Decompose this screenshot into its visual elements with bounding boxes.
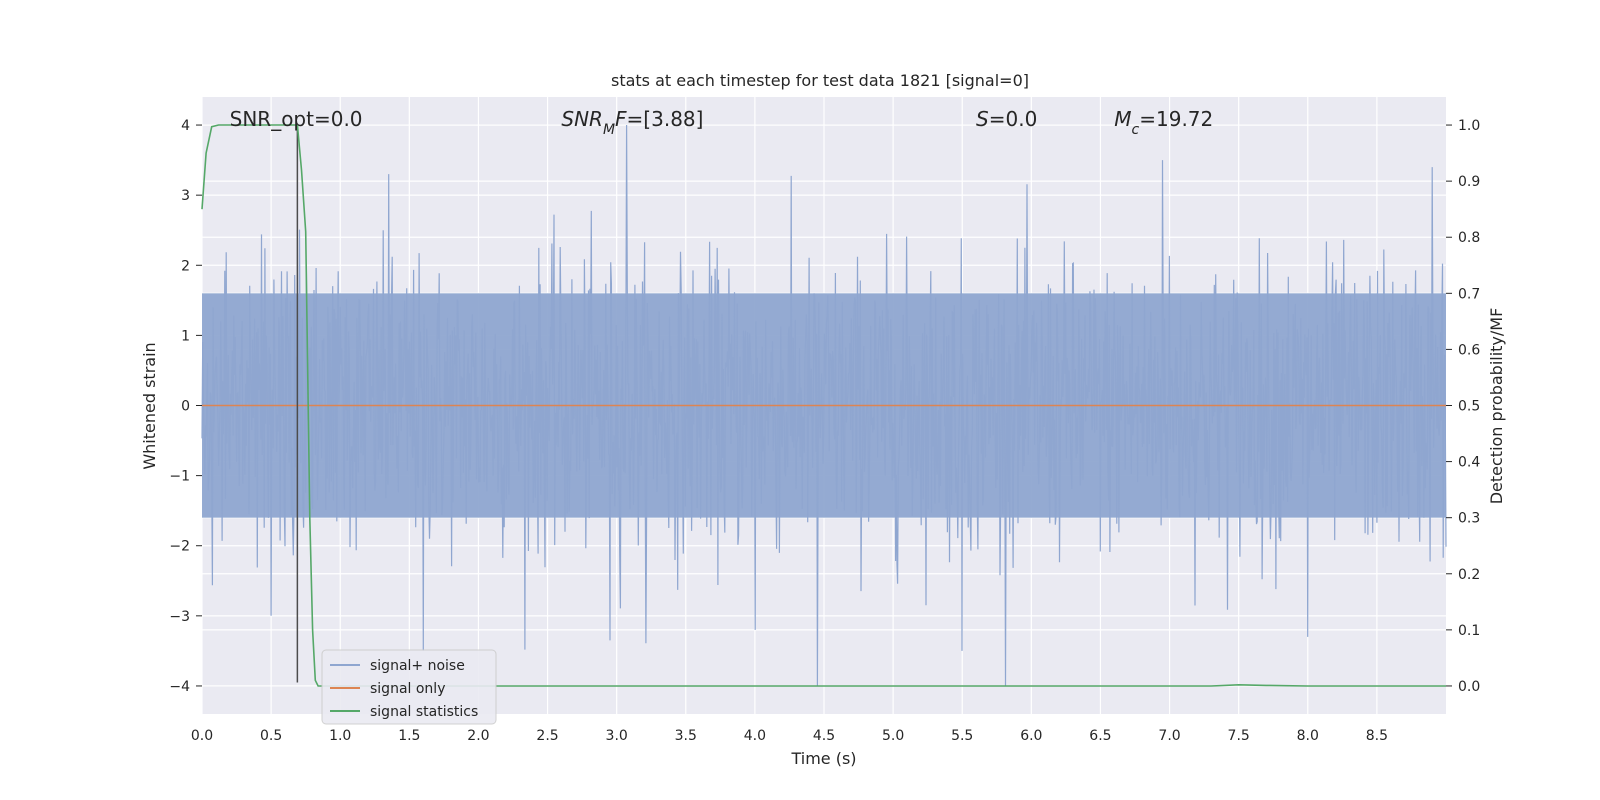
y-tick-label-right: 0.5 (1458, 399, 1480, 415)
annotation-text: SNRMF=[3.88] (561, 107, 703, 138)
x-tick-label: 3.0 (606, 728, 628, 744)
legend-label: signal+ noise (370, 658, 465, 674)
legend: signal+ noise signal only signal statistic… (321, 649, 497, 725)
chart-title: stats at each timestep for test data 182… (611, 71, 1029, 90)
x-tick-label: 0.5 (260, 728, 282, 744)
x-tick-label: 0.0 (191, 728, 213, 744)
x-tick-label: 4.0 (744, 728, 766, 744)
y-tick-label-right: 0.6 (1458, 342, 1480, 358)
y-tick-label-right: 0.9 (1458, 174, 1480, 190)
y-tick-label-right: 1.0 (1458, 118, 1480, 134)
x-axis-label: Time (s) (790, 749, 856, 768)
x-tick-label: 1.0 (329, 728, 351, 744)
x-tick-label: 4.5 (813, 728, 835, 744)
x-tick-label: 2.5 (536, 728, 558, 744)
x-tick-label: 5.5 (951, 728, 973, 744)
x-tick-label: 7.5 (1228, 728, 1250, 744)
y-tick-label-left: 0 (181, 399, 190, 415)
x-tick-label: 8.5 (1366, 728, 1388, 744)
annotation-text: Mc=19.72 (1114, 107, 1213, 138)
y-axis-label-left: Whitened strain (140, 342, 159, 469)
y-tick-label-left: 4 (181, 118, 190, 134)
legend-label: signal only (370, 681, 445, 697)
y-tick-label-left: −1 (169, 469, 190, 485)
annotations: SNR_opt=0.0 SNRMF=[3.88] S=0.0 Mc=19.72 (230, 107, 1214, 138)
x-tick-label: 5.0 (882, 728, 904, 744)
x-tick-label: 7.0 (1158, 728, 1180, 744)
x-tick-label: 6.0 (1020, 728, 1042, 744)
y-tick-label-left: −4 (169, 679, 190, 695)
x-tick-label: 2.0 (467, 728, 489, 744)
x-tick-label: 3.5 (675, 728, 697, 744)
signal-noise-line (201, 124, 1447, 687)
y-tick-label-right: 0.7 (1458, 286, 1480, 302)
annotation-text: SNR_opt=0.0 (230, 107, 363, 131)
y-tick-label-right: 0.0 (1458, 679, 1480, 695)
legend-label: signal statistics (370, 704, 478, 720)
x-tick-label: 8.0 (1297, 728, 1319, 744)
y-tick-label-right: 0.2 (1458, 567, 1480, 583)
signal-statistics-line (201, 124, 1446, 687)
y-tick-label-left: −3 (169, 609, 190, 625)
x-tick-label: 1.5 (398, 728, 420, 744)
x-tick-label: 6.5 (1089, 728, 1111, 744)
y-tick-label-left: 1 (181, 328, 190, 344)
annotation-text: S=0.0 (976, 107, 1037, 131)
legend-box (321, 649, 497, 725)
axes: 0.0 0.5 1.0 1.5 2.0 2.5 3.0 3.5 4.0 4.5 5.0 5.5 6.0 6… (169, 118, 1480, 744)
y-tick-label-left: 2 (181, 258, 190, 274)
y-tick-label-right: 0.1 (1458, 623, 1480, 639)
y-tick-label-right: 0.4 (1458, 455, 1480, 471)
line-series (201, 124, 1446, 687)
y-tick-label-left: 3 (181, 188, 190, 204)
y-tick-label-right: 0.8 (1458, 230, 1480, 246)
y-tick-label-left: −2 (169, 539, 190, 555)
y-tick-label-right: 0.3 (1458, 511, 1480, 527)
y-axis-label-right: Detection probability/MF (1487, 308, 1506, 505)
